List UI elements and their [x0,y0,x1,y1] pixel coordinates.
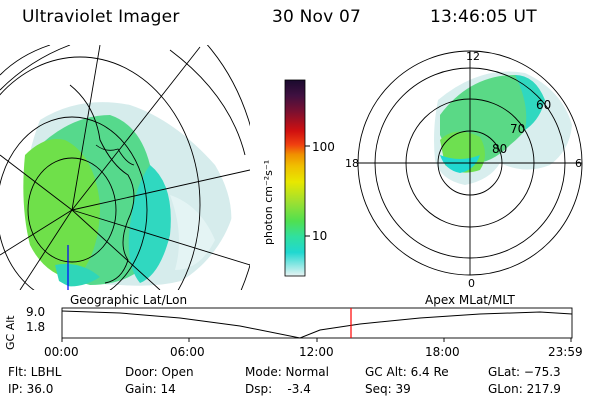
info-gain: Gain: 14 [125,382,176,396]
date-label: 30 Nov 07 [272,7,362,27]
info-mode: Mode: Normal [245,365,329,379]
timeline-xtick-2359: 23:59 [548,345,583,359]
coastline [69,84,135,284]
timeline-ytick-high: 9.0 [26,305,46,319]
colorbar-tick-100: 100 [312,140,335,154]
timeline-xtick-0000: 00:00 [44,345,79,359]
instrument-title: Ultraviolet Imager [22,7,180,27]
lat-label-70: 70 [510,122,525,136]
colorbar-label: photon cm⁻²s⁻¹ [262,159,275,245]
aurora-image-polar [434,71,572,185]
orbit-timeline [61,307,573,342]
info-flt: Flt: LBHL [8,365,62,379]
info-ip: IP: 36.0 [8,382,54,396]
colorbar [284,79,310,277]
timeline-xtick-1200: 12:00 [299,345,334,359]
right-map-caption: Apex MLat/MLT [425,293,515,307]
info-glon: GLon: 217.9 [488,382,561,396]
lat-label-80: 80 [492,142,507,156]
info-dsp: Dsp: -3.4 [245,382,311,396]
colorbar-tick-10: 10 [312,229,328,243]
timeline-xtick-0600: 06:00 [170,345,205,359]
info-glat: GLat: −75.3 [488,365,561,379]
time-label: 13:46:05 UT [430,7,537,27]
left-map-caption: Geographic Lat/Lon [70,293,188,307]
timeline-xtick-1800: 18:00 [425,345,460,359]
latitude-grid [0,45,250,290]
timeline-ytick-low: 1.8 [26,320,46,334]
info-door: Door: Open [125,365,194,379]
info-gcalt: GC Alt: 6.4 Re [365,365,449,379]
mlt-label-6: 6 [575,157,582,170]
longitude-grid [0,45,250,290]
geographic-map [0,45,250,290]
info-seq: Seq: 39 [365,382,411,396]
mlt-label-18: 18 [345,157,359,170]
polar-grid [357,50,583,276]
timeline-ylabel: GC Alt [4,315,17,350]
polar-map: 12 18 6 0 60 70 80 [345,50,583,290]
lat-label-60: 60 [536,98,551,112]
mlt-label-12: 12 [466,50,480,63]
mlt-label-0: 0 [468,277,475,290]
